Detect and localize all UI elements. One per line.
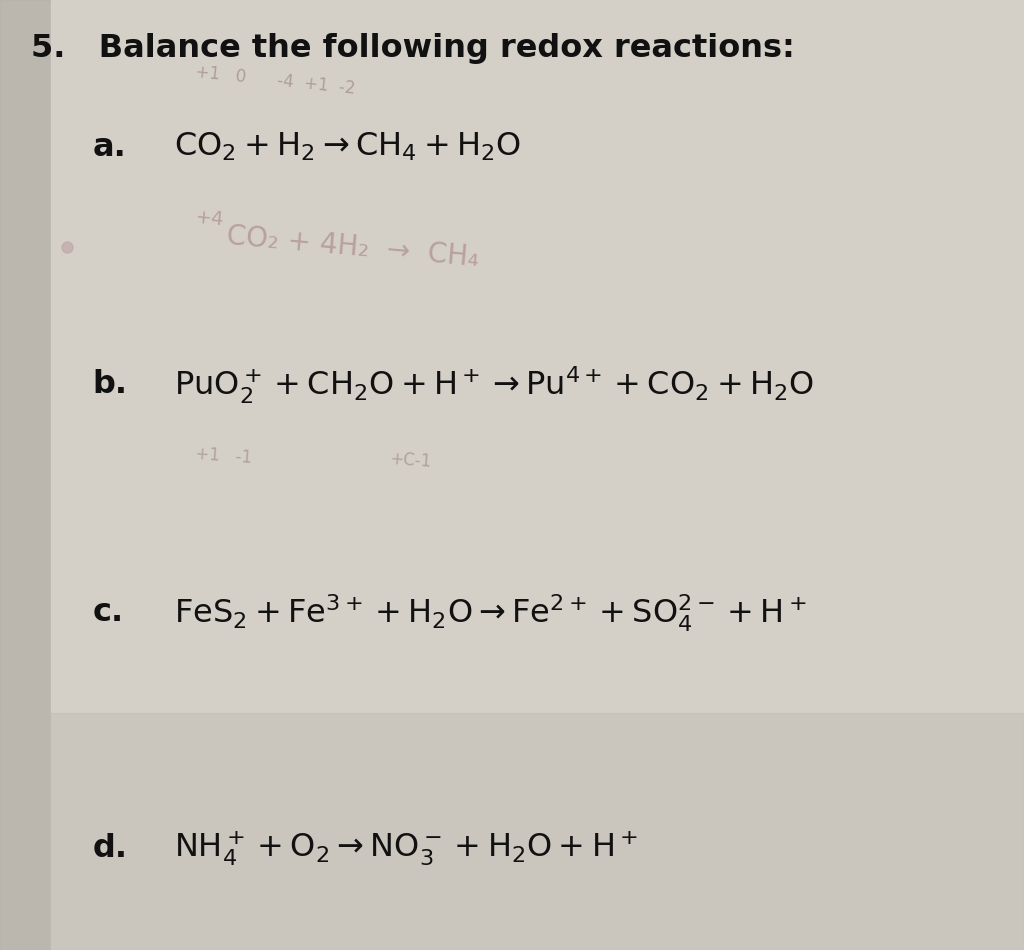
Text: +1   -1: +1 -1 xyxy=(195,445,253,467)
Bar xyxy=(0,712,1024,950)
Text: +C-1: +C-1 xyxy=(389,450,432,471)
Text: $\mathrm{FeS_2 + Fe^{3+} + H_2O \rightarrow Fe^{2+} + SO_4^{2-} + H^+}$: $\mathrm{FeS_2 + Fe^{3+} + H_2O \rightar… xyxy=(174,592,807,634)
Text: +4: +4 xyxy=(195,208,225,229)
Bar xyxy=(0,0,61,950)
Text: CO₂ + 4H₂  →  CH₄: CO₂ + 4H₂ → CH₄ xyxy=(225,222,480,272)
Text: c.: c. xyxy=(92,598,123,628)
Text: 5.   Balance the following redox reactions:: 5. Balance the following redox reactions… xyxy=(31,33,795,65)
Text: $\mathrm{CO_2 + H_2 \rightarrow CH_4 + H_2O}$: $\mathrm{CO_2 + H_2 \rightarrow CH_4 + H… xyxy=(174,131,521,163)
Text: d.: d. xyxy=(92,833,127,864)
Text: $\mathrm{NH_4^+ + O_2 \rightarrow NO_3^- + H_2O + H^+}$: $\mathrm{NH_4^+ + O_2 \rightarrow NO_3^-… xyxy=(174,828,638,868)
Text: +1   0      -4  +1  -2: +1 0 -4 +1 -2 xyxy=(195,64,356,98)
Text: b.: b. xyxy=(92,370,127,400)
Text: a.: a. xyxy=(92,132,126,162)
Text: $\mathrm{PuO_2^+ + CH_2O + H^+ \rightarrow Pu^{4+} + CO_2 + H_2O}$: $\mathrm{PuO_2^+ + CH_2O + H^+ \rightarr… xyxy=(174,364,814,406)
